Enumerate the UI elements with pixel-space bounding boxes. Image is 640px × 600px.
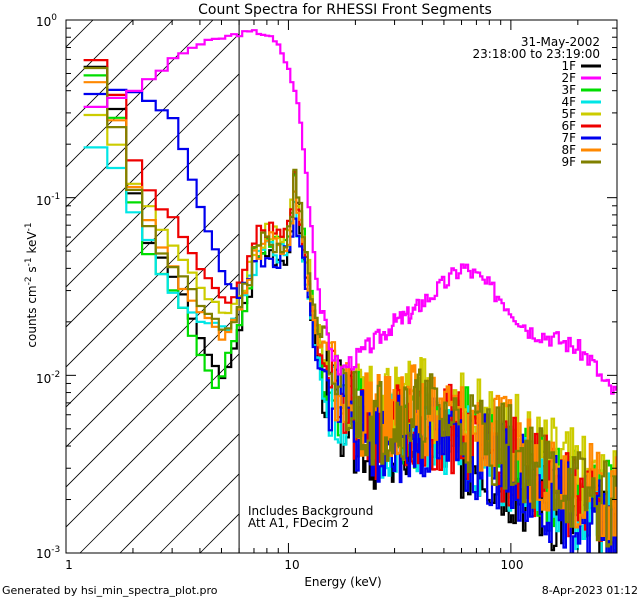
- hatch-line: [66, 20, 94, 48]
- hatch-line: [66, 193, 240, 368]
- legend-label: 2F: [561, 71, 576, 85]
- series-9F: [83, 66, 617, 548]
- footer-generated-by: Generated by hsi_min_spectra_plot.pro: [2, 584, 218, 597]
- hatch-line: [66, 233, 240, 408]
- legend-label: 9F: [561, 155, 576, 169]
- hatch-line: [0, 20, 13, 553]
- hatch-line: [66, 113, 240, 288]
- time-range-label: 23:18:00 to 23:19:00: [473, 47, 600, 61]
- legend-label: 3F: [561, 83, 576, 97]
- x-tick-label: 100: [501, 558, 524, 572]
- hatch-line: [240, 20, 640, 553]
- legend-label: 8F: [561, 143, 576, 157]
- hatch-line: [66, 313, 240, 488]
- x-tick-label: 1: [65, 558, 73, 572]
- x-axis-label: Energy (keV): [304, 575, 381, 589]
- legend-label: 7F: [561, 131, 576, 145]
- annotation-background: Includes Background: [248, 504, 373, 518]
- legend-label: 6F: [561, 119, 576, 133]
- annotation-attenuator: Att A1, FDecim 2: [248, 516, 349, 530]
- hatch-line: [66, 273, 240, 448]
- series-2F: [83, 29, 617, 395]
- hatch-line: [66, 73, 240, 248]
- hatch-line: [66, 20, 174, 128]
- hatch-line: [66, 353, 240, 528]
- y-tick-label: 100: [36, 13, 57, 29]
- y-tick-label: 10-3: [36, 545, 60, 561]
- series-7F: [83, 88, 617, 553]
- hatch-line: [66, 153, 240, 328]
- chart-title: Count Spectra for RHESSI Front Segments: [198, 2, 492, 18]
- plot-frame: [65, 19, 618, 554]
- y-axis-label: counts cm-2 s-1 keV-1: [24, 222, 39, 347]
- hatch-line: [119, 433, 240, 553]
- x-tick-label: 10: [284, 558, 299, 572]
- date-label: 31-May-2002: [521, 35, 600, 49]
- legend-label: 5F: [561, 107, 576, 121]
- series-8F: [83, 81, 617, 541]
- footer-timestamp: 8-Apr-2023 01:12: [542, 584, 638, 597]
- hatch-line: [66, 33, 240, 208]
- y-tick-label: 10-2: [36, 370, 60, 386]
- legend-label: 4F: [561, 95, 576, 109]
- hatch-line: [79, 393, 240, 553]
- legend-label: 1F: [561, 59, 576, 73]
- y-tick-label: 10-1: [36, 192, 60, 208]
